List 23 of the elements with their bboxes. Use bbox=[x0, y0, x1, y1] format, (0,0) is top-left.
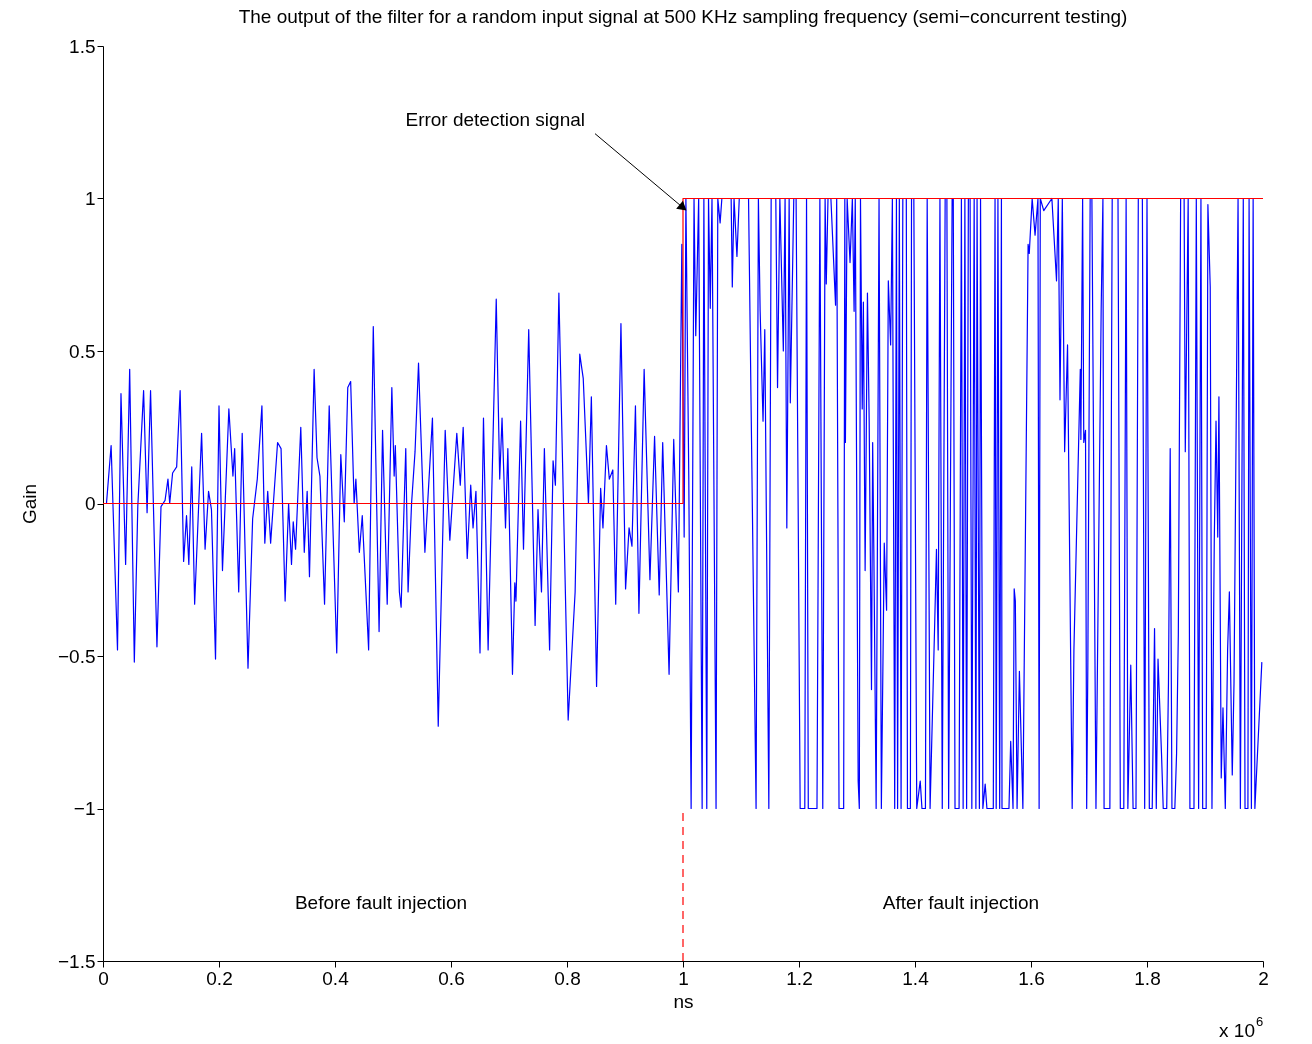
x-tick-label: 1.2 bbox=[786, 967, 813, 989]
y-tick-label: −0.5 bbox=[57, 645, 96, 667]
annotation: Error detection signal bbox=[405, 108, 585, 130]
y-tick-label: −1.5 bbox=[57, 950, 96, 972]
y-axis-title: Gain bbox=[18, 483, 40, 525]
x-tick-label: 2 bbox=[1258, 967, 1269, 989]
x-tick-label: 1.6 bbox=[1018, 967, 1045, 989]
y-tick-label: −1 bbox=[73, 798, 96, 819]
annotation: After fault injection bbox=[882, 892, 1040, 914]
y-tick-label: 1 bbox=[84, 188, 96, 209]
x-tick-label: 0.2 bbox=[206, 967, 233, 989]
x-tick-label: 0.4 bbox=[322, 967, 350, 989]
x-tick-label: 1.4 bbox=[902, 967, 930, 989]
y-tick-label: 0 bbox=[84, 493, 96, 514]
annotation: Before fault injection bbox=[294, 892, 468, 914]
y-tick-label: 1.5 bbox=[69, 35, 96, 57]
x-axis-title: ns bbox=[673, 990, 694, 1012]
chart-title: The output of the filter for a random input signal at 500 KHz sampling frequency (semi−concurrent testing) bbox=[238, 6, 1128, 27]
x-tick-label: 0.8 bbox=[554, 967, 581, 989]
x-tick-label: 0.6 bbox=[438, 967, 465, 989]
x-tick-label: 1.8 bbox=[1134, 967, 1161, 989]
y-tick-label: 0.5 bbox=[69, 340, 96, 362]
x-tick-label: 1 bbox=[678, 967, 689, 989]
